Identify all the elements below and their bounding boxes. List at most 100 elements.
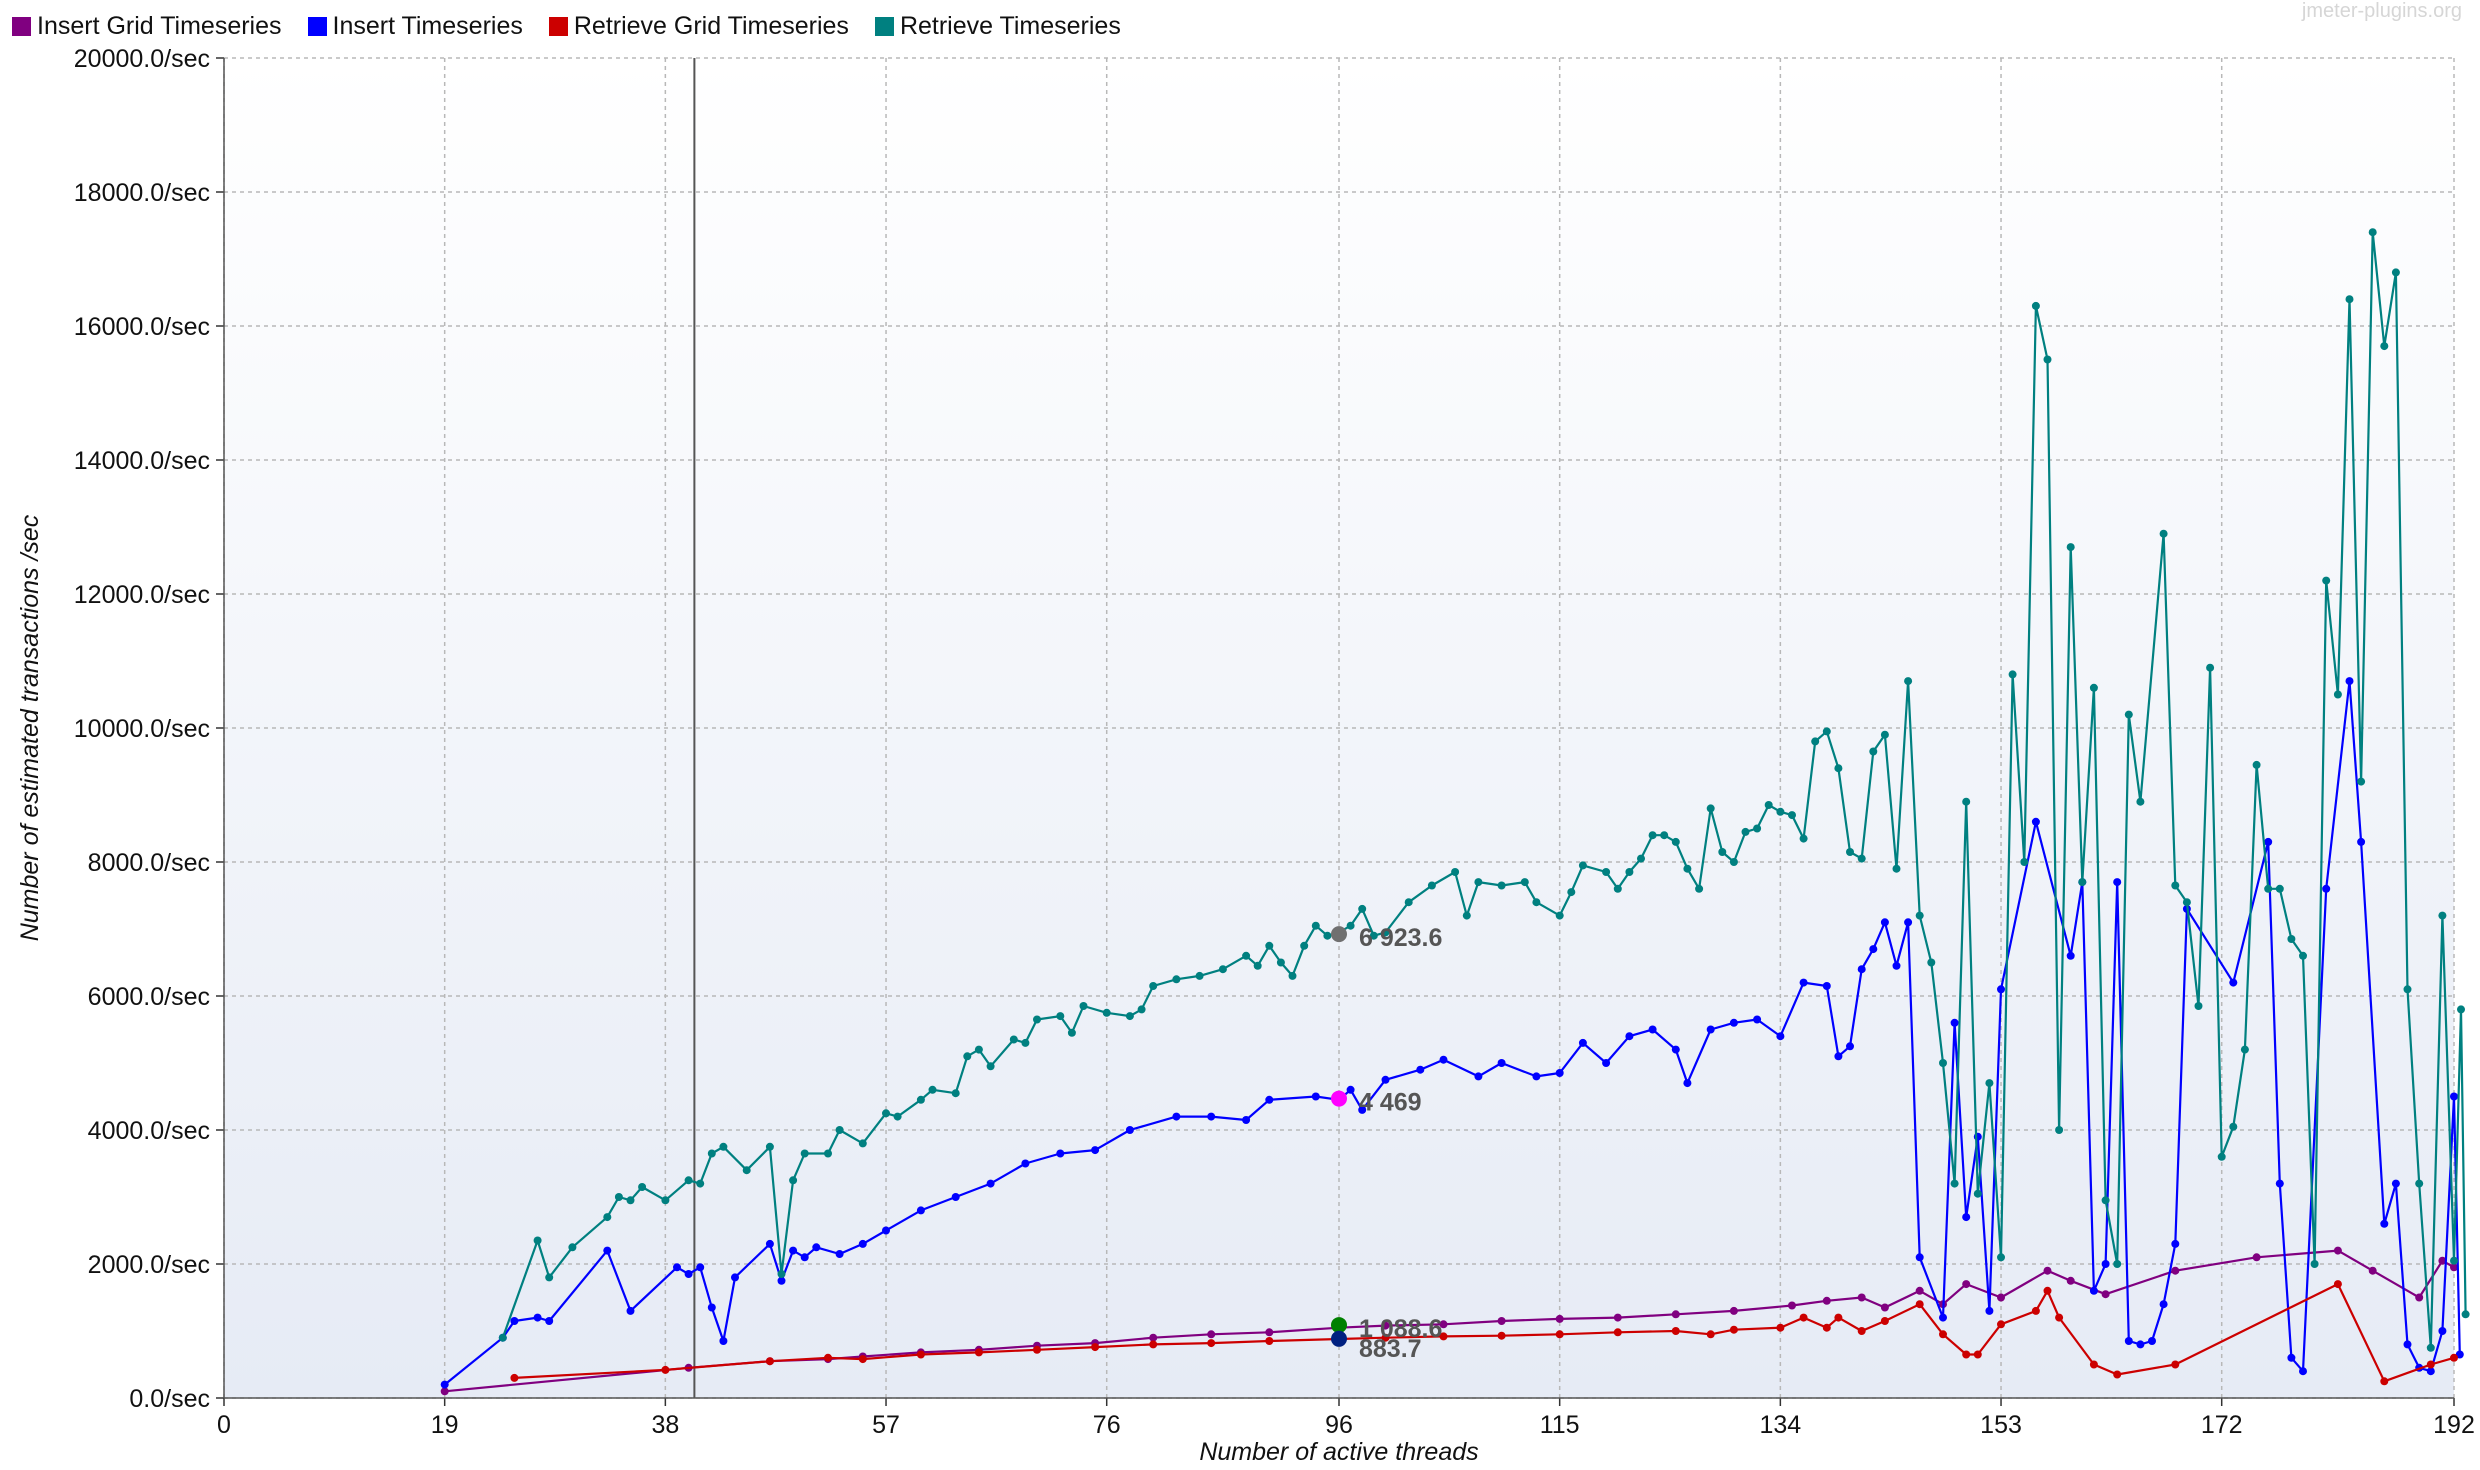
data-point[interactable]	[1555, 1330, 1564, 1339]
data-point[interactable]	[1915, 1286, 1924, 1295]
data-point[interactable]	[1880, 1317, 1889, 1325]
highlight-marker[interactable]	[1331, 1317, 1347, 1334]
data-point[interactable]	[882, 1226, 890, 1235]
data-point[interactable]	[2055, 1313, 2064, 1322]
data-point[interactable]	[1985, 1079, 1994, 1088]
legend-item-retrieve-grid[interactable]: Retrieve Grid Timeseries	[548, 12, 849, 41]
data-point[interactable]	[1358, 904, 1367, 913]
data-point[interactable]	[1915, 911, 1924, 920]
data-point[interactable]	[1532, 1072, 1541, 1081]
data-point[interactable]	[974, 1045, 983, 1054]
data-point[interactable]	[2089, 1286, 2098, 1295]
data-point[interactable]	[742, 1166, 751, 1175]
data-point[interactable]	[1207, 1112, 1216, 1121]
data-point[interactable]	[1799, 978, 1808, 987]
data-point[interactable]	[1637, 854, 1645, 863]
data-point[interactable]	[777, 1270, 786, 1278]
data-point[interactable]	[2101, 1260, 2110, 1268]
data-point[interactable]	[1892, 864, 1901, 873]
data-point[interactable]	[2333, 1280, 2342, 1289]
data-point[interactable]	[2275, 884, 2284, 893]
data-point[interactable]	[2391, 268, 2400, 277]
data-point[interactable]	[1265, 1337, 1274, 1345]
data-point[interactable]	[1729, 1018, 1738, 1027]
data-point[interactable]	[963, 1052, 972, 1061]
data-point[interactable]	[1218, 965, 1227, 974]
data-point[interactable]	[2171, 1360, 2180, 1369]
data-point[interactable]	[1880, 730, 1889, 739]
data-point[interactable]	[568, 1243, 577, 1252]
data-point[interactable]	[2461, 1310, 2470, 1319]
data-point[interactable]	[2415, 1293, 2424, 1302]
data-point[interactable]	[1567, 888, 1576, 897]
data-point[interactable]	[1834, 1052, 1843, 1061]
data-point[interactable]	[1671, 1310, 1680, 1319]
data-point[interactable]	[2426, 1343, 2435, 1352]
data-point[interactable]	[1695, 884, 1704, 893]
data-point[interactable]	[1927, 958, 1936, 967]
data-point[interactable]	[1671, 1327, 1680, 1335]
data-point[interactable]	[858, 1239, 867, 1248]
data-point[interactable]	[986, 1179, 995, 1188]
legend-item-retrieve[interactable]: Retrieve Timeseries	[874, 12, 1121, 41]
data-point[interactable]	[1857, 1327, 1866, 1335]
data-point[interactable]	[2194, 1002, 2203, 1010]
data-point[interactable]	[2124, 710, 2133, 719]
data-point[interactable]	[1195, 971, 1204, 980]
data-point[interactable]	[1416, 1065, 1425, 1074]
data-point[interactable]	[1009, 1035, 1018, 1044]
data-point[interactable]	[2008, 670, 2017, 679]
data-point[interactable]	[2124, 1337, 2133, 1345]
data-point[interactable]	[707, 1149, 716, 1158]
data-point[interactable]	[1985, 1306, 1994, 1315]
data-point[interactable]	[1462, 911, 1471, 920]
data-point[interactable]	[1799, 834, 1808, 843]
data-point[interactable]	[2455, 1350, 2464, 1359]
data-point[interactable]	[1265, 941, 1274, 950]
data-point[interactable]	[1056, 1149, 1065, 1158]
data-point[interactable]	[1776, 1323, 1785, 1332]
data-point[interactable]	[2171, 1266, 2180, 1275]
data-point[interactable]	[2101, 1196, 2110, 1205]
data-point[interactable]	[951, 1089, 960, 1098]
data-point[interactable]	[2136, 1340, 2145, 1349]
data-point[interactable]	[2380, 1219, 2389, 1228]
data-point[interactable]	[1939, 1313, 1947, 1322]
data-point[interactable]	[986, 1062, 995, 1071]
data-point[interactable]	[673, 1263, 681, 1272]
data-point[interactable]	[1683, 1079, 1692, 1088]
data-point[interactable]	[1033, 1345, 1041, 1354]
data-point[interactable]	[2031, 1306, 2040, 1315]
data-point[interactable]	[1265, 1095, 1274, 1104]
data-point[interactable]	[1753, 1015, 1762, 1024]
data-point[interactable]	[684, 1176, 693, 1185]
data-point[interactable]	[1997, 1293, 2005, 1302]
data-point[interactable]	[1555, 1314, 1564, 1323]
data-point[interactable]	[1822, 1296, 1831, 1305]
data-point[interactable]	[2078, 878, 2087, 887]
data-point[interactable]	[2450, 1263, 2458, 1272]
data-point[interactable]	[626, 1306, 635, 1315]
data-point[interactable]	[1776, 807, 1785, 816]
data-point[interactable]	[893, 1112, 902, 1121]
data-point[interactable]	[1474, 878, 1483, 887]
data-point[interactable]	[1834, 1313, 1843, 1322]
data-point[interactable]	[765, 1142, 774, 1151]
data-point[interactable]	[1613, 1328, 1622, 1337]
data-point[interactable]	[1381, 1075, 1390, 1084]
data-point[interactable]	[1497, 1317, 1506, 1325]
data-point[interactable]	[1973, 1189, 1982, 1198]
data-point[interactable]	[1242, 1116, 1251, 1124]
data-point[interactable]	[1137, 1005, 1146, 1014]
data-point[interactable]	[1706, 1025, 1715, 1034]
data-point[interactable]	[2240, 1045, 2249, 1054]
data-point[interactable]	[2252, 760, 2261, 769]
data-point[interactable]	[835, 1126, 844, 1134]
data-point[interactable]	[2299, 951, 2307, 960]
data-point[interactable]	[2159, 529, 2168, 538]
data-point[interactable]	[2322, 576, 2331, 585]
data-point[interactable]	[916, 1350, 925, 1359]
data-point[interactable]	[1811, 737, 1820, 746]
data-point[interactable]	[1102, 1008, 1111, 1017]
data-point[interactable]	[1451, 868, 1460, 876]
